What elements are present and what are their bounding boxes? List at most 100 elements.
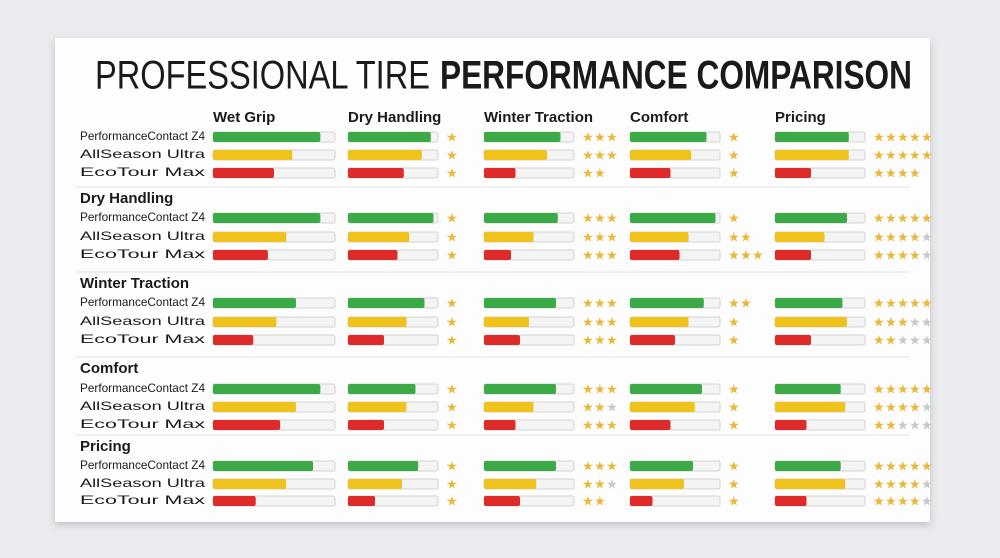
star: ★ bbox=[582, 210, 594, 225]
bar bbox=[348, 479, 402, 489]
star: ★ bbox=[446, 210, 458, 225]
star: ★ bbox=[728, 229, 740, 244]
star: ★ bbox=[885, 165, 897, 180]
bar bbox=[630, 384, 702, 394]
column-header: Winter Traction bbox=[484, 109, 593, 126]
star: ★ bbox=[885, 417, 897, 432]
star-rating: ★ ★ ★ ★ ★ bbox=[873, 147, 933, 162]
star: ★ bbox=[873, 295, 885, 310]
bar bbox=[484, 384, 556, 394]
product-label: EcoTour Max bbox=[80, 332, 205, 346]
product-label: EcoTour Max bbox=[80, 493, 205, 507]
star: ★ bbox=[921, 210, 933, 225]
star: ★ bbox=[909, 332, 921, 347]
bar bbox=[630, 298, 704, 308]
star: ★ bbox=[873, 381, 885, 396]
star: ★ bbox=[897, 165, 909, 180]
star-rating: ★ ★ ★ bbox=[582, 147, 618, 162]
bar bbox=[630, 150, 692, 160]
star: ★ bbox=[446, 399, 458, 414]
star-rating: ★ bbox=[446, 476, 458, 491]
star: ★ bbox=[594, 129, 606, 144]
star: ★ bbox=[909, 295, 921, 310]
star: ★ bbox=[909, 247, 921, 262]
bar bbox=[213, 213, 321, 223]
product-label: EcoTour Max bbox=[80, 165, 205, 179]
star: ★ bbox=[885, 399, 897, 414]
star-rating: ★ ★ ★ ★ ★ bbox=[873, 229, 933, 244]
star: ★ bbox=[897, 229, 909, 244]
star: ★ bbox=[897, 493, 909, 508]
star: ★ bbox=[897, 210, 909, 225]
star: ★ bbox=[728, 417, 740, 432]
product-label: AllSeason Ultra bbox=[80, 399, 205, 413]
star: ★ bbox=[582, 295, 594, 310]
product-label: AllSeason Ultra bbox=[80, 476, 205, 490]
star-rating: ★ ★ ★ ★ bbox=[873, 165, 921, 180]
bar bbox=[213, 298, 296, 308]
star: ★ bbox=[885, 247, 897, 262]
bar bbox=[213, 420, 281, 430]
bar bbox=[348, 168, 404, 178]
star: ★ bbox=[897, 458, 909, 473]
bar bbox=[630, 317, 689, 327]
product-label: PerformanceContact Z4 bbox=[80, 210, 205, 224]
star: ★ bbox=[885, 129, 897, 144]
star-rating: ★ ★ ★ bbox=[582, 417, 618, 432]
star: ★ bbox=[909, 493, 921, 508]
product-label: EcoTour Max bbox=[80, 247, 205, 261]
star: ★ bbox=[885, 295, 897, 310]
star-rating: ★ bbox=[446, 399, 458, 414]
star: ★ bbox=[752, 247, 764, 262]
star: ★ bbox=[606, 399, 618, 414]
star: ★ bbox=[897, 381, 909, 396]
star-rating: ★ bbox=[728, 399, 740, 414]
star: ★ bbox=[728, 476, 740, 491]
star: ★ bbox=[582, 314, 594, 329]
star: ★ bbox=[873, 210, 885, 225]
bar bbox=[348, 232, 410, 242]
star: ★ bbox=[873, 165, 885, 180]
bar bbox=[630, 420, 671, 430]
star: ★ bbox=[909, 381, 921, 396]
star-rating: ★ ★ ★ bbox=[582, 295, 618, 310]
star: ★ bbox=[909, 399, 921, 414]
star: ★ bbox=[897, 332, 909, 347]
star: ★ bbox=[728, 399, 740, 414]
star-rating: ★ ★ ★ bbox=[728, 247, 764, 262]
star: ★ bbox=[921, 399, 933, 414]
bar bbox=[630, 250, 680, 260]
star-rating: ★ bbox=[446, 210, 458, 225]
star: ★ bbox=[921, 417, 933, 432]
star: ★ bbox=[897, 295, 909, 310]
star: ★ bbox=[606, 295, 618, 310]
star: ★ bbox=[909, 165, 921, 180]
bar bbox=[630, 168, 671, 178]
bar bbox=[775, 402, 846, 412]
star: ★ bbox=[446, 147, 458, 162]
group-title: Pricing bbox=[80, 438, 131, 455]
star-rating: ★ bbox=[446, 458, 458, 473]
star: ★ bbox=[897, 399, 909, 414]
bar bbox=[348, 317, 407, 327]
column-header: Comfort bbox=[630, 109, 688, 126]
star: ★ bbox=[909, 147, 921, 162]
star: ★ bbox=[606, 381, 618, 396]
star: ★ bbox=[582, 165, 594, 180]
star: ★ bbox=[728, 295, 740, 310]
product-label: EcoTour Max bbox=[80, 417, 205, 431]
star: ★ bbox=[909, 417, 921, 432]
star: ★ bbox=[606, 147, 618, 162]
star: ★ bbox=[728, 493, 740, 508]
star: ★ bbox=[582, 332, 594, 347]
star: ★ bbox=[446, 229, 458, 244]
star-rating: ★ ★ ★ bbox=[582, 129, 618, 144]
star-rating: ★ bbox=[728, 165, 740, 180]
star: ★ bbox=[873, 314, 885, 329]
star: ★ bbox=[885, 458, 897, 473]
title-light: PROFESSIONAL TIRE bbox=[95, 54, 430, 98]
bar bbox=[775, 213, 847, 223]
star: ★ bbox=[582, 417, 594, 432]
bar bbox=[484, 150, 547, 160]
